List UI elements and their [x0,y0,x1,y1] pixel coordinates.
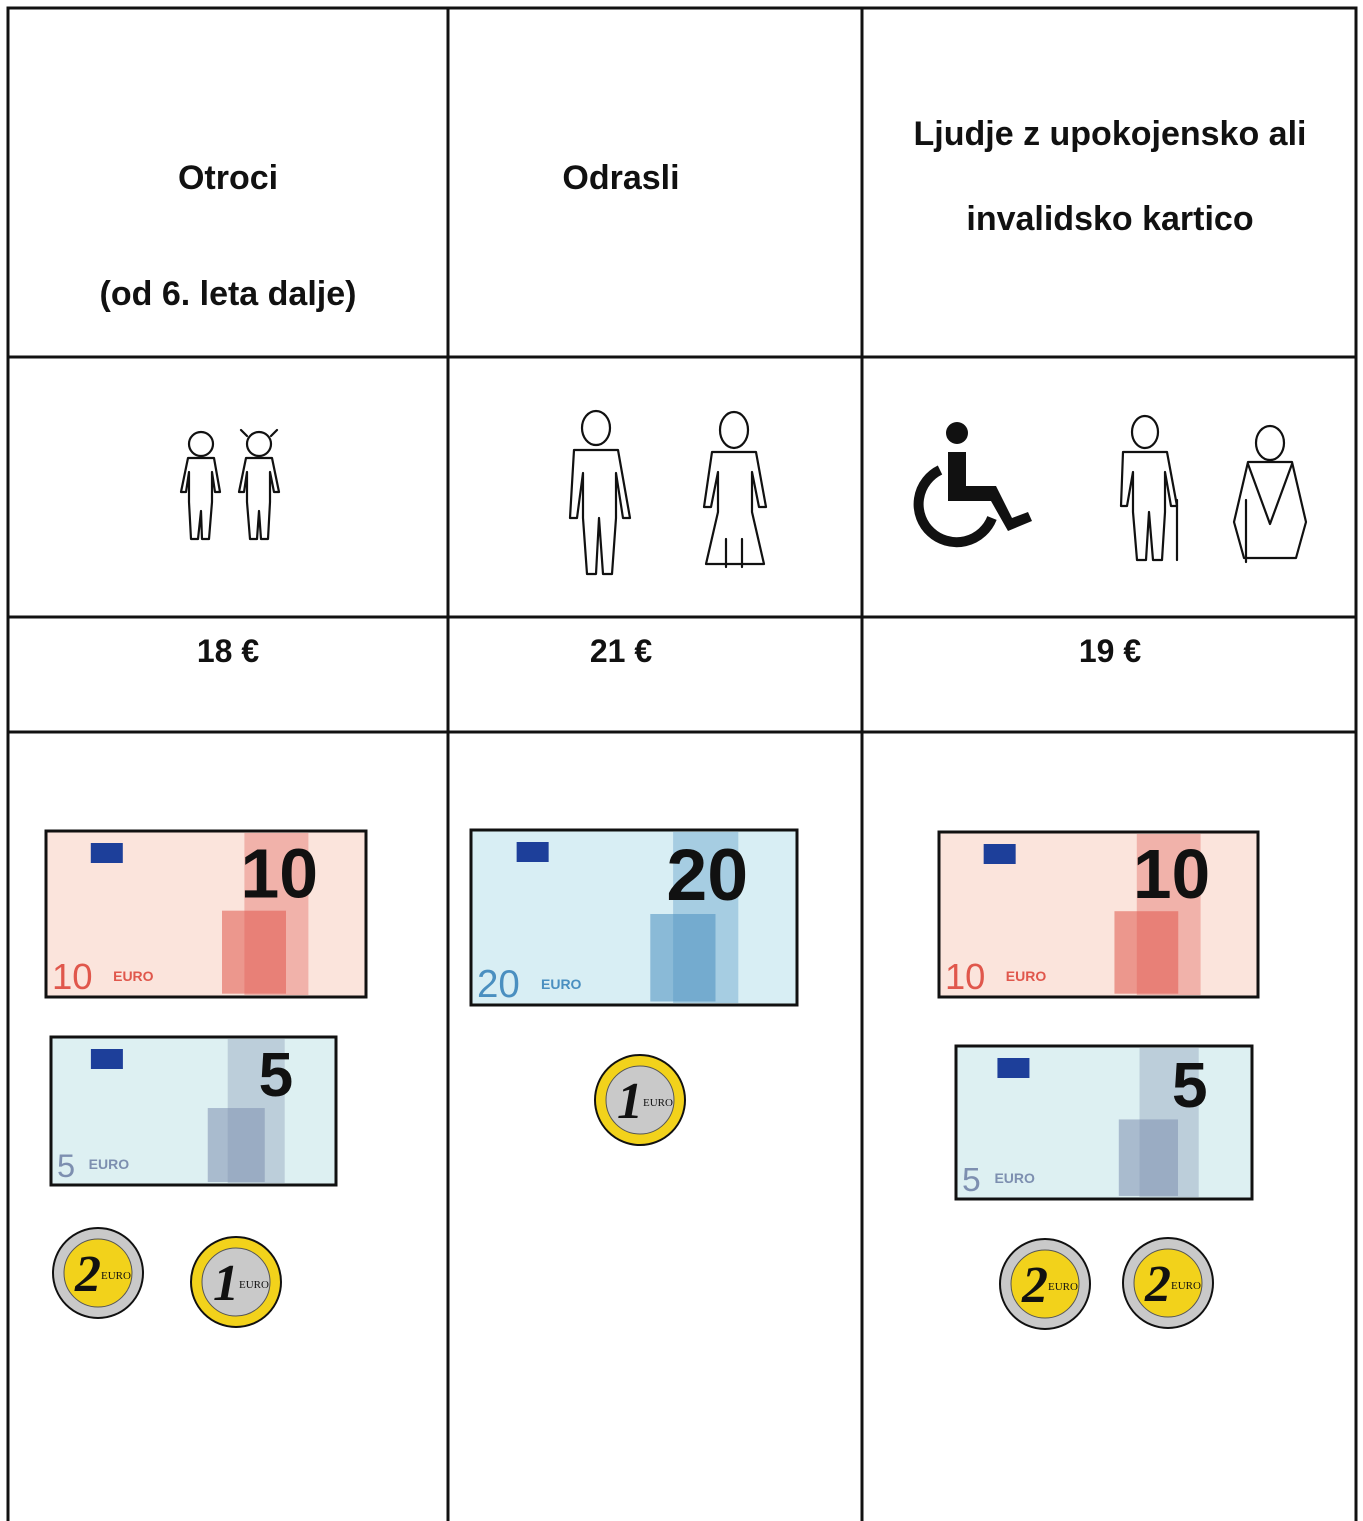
note-currency: EURO [1006,968,1047,984]
banknote: 10 10 EURO [44,829,368,999]
note-value-small: 10 [945,956,985,997]
coin-inner [605,1065,675,1135]
note-arch [207,1108,265,1183]
note-value-small: 20 [477,963,520,1006]
price: 18 € [197,633,259,669]
banknote: 10 10 EURO [937,830,1260,999]
note-value: 5 [259,1041,294,1110]
pictograms [179,409,1308,576]
coin-inner [63,1238,133,1308]
note-currency: EURO [994,1170,1035,1186]
coin-inner [1133,1248,1203,1318]
coin-currency: EURO [239,1279,269,1291]
eu-flag [90,843,123,863]
coin: 2 EURO [1122,1237,1214,1329]
man-icon [568,409,632,576]
elderly-man-icon [1119,414,1179,562]
coin-value: 2 [74,1246,101,1303]
coin-currency: EURO [1171,1280,1201,1292]
banknote: 5 5 EURO [49,1035,338,1187]
column-header: Odrasli [562,159,679,197]
note-arch [222,910,286,994]
coin-currency: EURO [1048,1281,1078,1293]
eu-flag [997,1058,1030,1078]
coin-value: 2 [1021,1257,1048,1314]
note-arch [650,914,716,1002]
column-header: invalidsko kartico [966,200,1253,238]
coin-currency: EURO [643,1097,673,1109]
note-arch [1118,1119,1178,1196]
banknote: 20 20 EURO [469,828,799,1007]
note-value-small: 10 [52,956,93,997]
note-value: 10 [240,834,318,912]
coin-inner [201,1247,271,1317]
price: 19 € [1079,633,1141,669]
child-icon [237,428,281,541]
coin-currency: EURO [101,1270,131,1282]
coin: 1 EURO [594,1054,686,1146]
elderly-woman-icon [1232,424,1308,564]
note-value: 20 [666,833,748,916]
table-grid [6,6,1358,1521]
child-icon [179,430,222,541]
price: 21 € [590,633,652,669]
coin-value: 2 [1144,1256,1171,1313]
coin-value: 1 [617,1073,643,1130]
note-currency: EURO [89,1156,130,1172]
eu-flag [90,1049,123,1069]
note-currency: EURO [113,968,154,984]
note-value: 5 [1172,1049,1208,1121]
banknote: 5 5 EURO [954,1044,1254,1201]
note-arch [1114,911,1179,994]
woman-icon [702,410,768,569]
column-header: (od 6. leta dalje) [100,275,357,313]
note-value: 10 [1133,835,1210,913]
note-currency: EURO [541,976,582,992]
coin: 2 EURO [999,1238,1091,1330]
coin: 2 EURO [52,1227,144,1319]
note-value-small: 5 [962,1162,981,1199]
eu-flag [983,844,1016,864]
coin-inner [1010,1249,1080,1319]
coin: 1 EURO [190,1236,282,1328]
coin-value: 1 [213,1255,239,1312]
column-header: Otroci [178,159,278,197]
note-body [44,829,368,999]
column-header: Ljudje z upokojensko ali [914,115,1307,153]
note-value-small: 5 [57,1148,75,1184]
wheelchair-icon [913,422,1032,548]
eu-flag [516,842,549,862]
